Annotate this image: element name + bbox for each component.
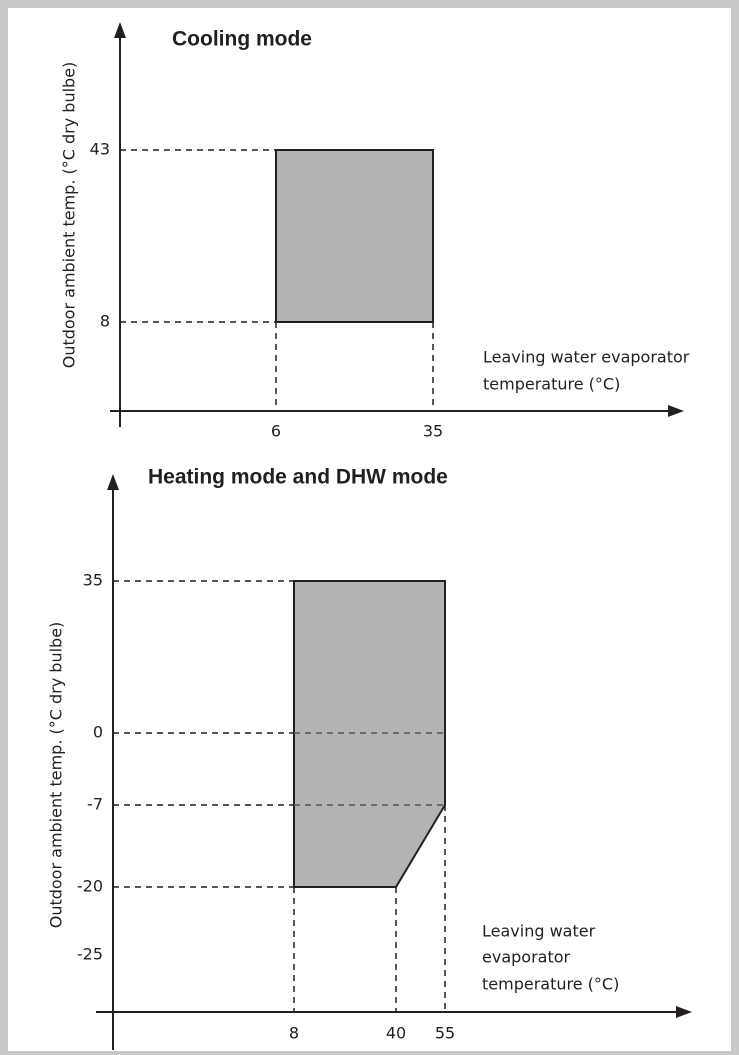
heating-panel: Heating mode and DHW mode Outdoor ambien… (47, 466, 692, 1050)
y-tick-label: 0 (93, 723, 103, 742)
x-axis-label: Leaving water (482, 922, 596, 941)
x-tick-label: 35 (423, 422, 443, 441)
x-axis-label: temperature (°C) (482, 975, 619, 994)
x-tick-label: 55 (435, 1024, 455, 1043)
panel-title: Cooling mode (172, 28, 312, 51)
axes (110, 34, 674, 427)
y-axis-label: Outdoor ambient temp. (°C dry bulbe) (47, 622, 66, 929)
y-tick-label: 35 (83, 571, 103, 590)
x-tick-label: 6 (271, 422, 281, 441)
x-tick-label: 8 (289, 1024, 299, 1043)
guide-lines (113, 580, 446, 1012)
y-axis-label: Outdoor ambient temp. (°C dry bulbe) (60, 62, 79, 369)
panel-title: Heating mode and DHW mode (148, 466, 448, 489)
x-tick-label: 40 (386, 1024, 406, 1043)
x-axis-label: evaporator (482, 948, 571, 967)
y-tick-label: -20 (77, 877, 103, 896)
operating-area (275, 149, 434, 323)
axes (96, 488, 682, 1050)
cooling-panel: Cooling mode Outdoor ambient temp. (°C d… (60, 22, 690, 441)
y-tick-label: -25 (77, 945, 103, 964)
guide-lines (120, 149, 434, 411)
guide-lines-inner (294, 732, 445, 806)
y-tick-label: 43 (90, 140, 110, 159)
operating-area (293, 580, 446, 888)
y-tick-label: -7 (87, 795, 103, 814)
x-axis-label: Leaving water evaporator (483, 348, 690, 367)
y-tick-label: 8 (100, 312, 110, 331)
x-axis-label: temperature (°C) (483, 375, 620, 394)
